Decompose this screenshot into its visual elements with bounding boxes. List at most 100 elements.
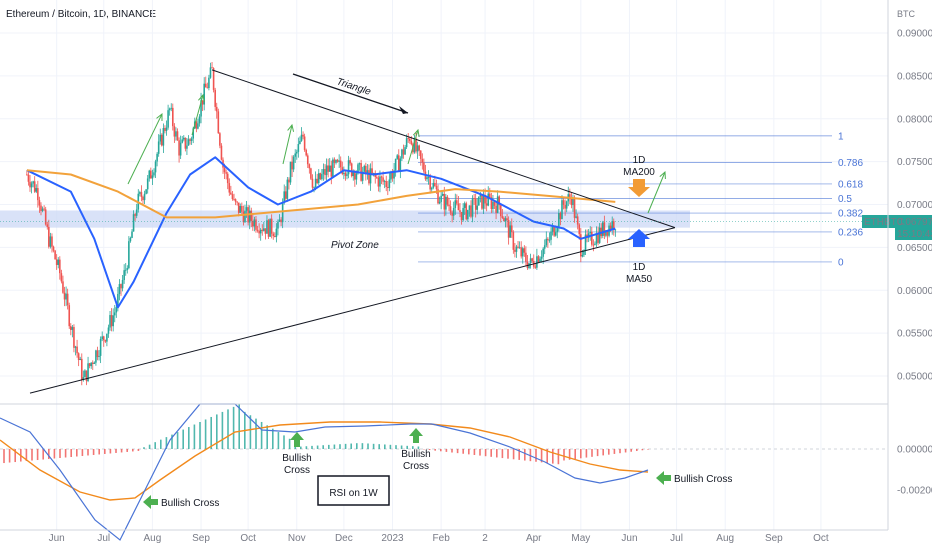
candle-body bbox=[211, 67, 213, 69]
x-tick-label: Aug bbox=[144, 533, 162, 544]
candle-body bbox=[124, 269, 127, 271]
ma200-down-arrow bbox=[628, 179, 650, 197]
bullish-cross-label-2a: Bullish bbox=[282, 453, 311, 464]
candle-body bbox=[542, 248, 544, 257]
candle-body bbox=[460, 211, 463, 221]
candle-body bbox=[443, 193, 446, 210]
candle-body bbox=[113, 312, 116, 316]
rsi-hist-bar bbox=[238, 404, 240, 449]
rsi-hist-bar bbox=[260, 421, 263, 449]
candle-body bbox=[311, 178, 314, 188]
rsi-hist-bar bbox=[585, 449, 588, 458]
candle-body bbox=[383, 181, 386, 182]
candle-body bbox=[131, 231, 133, 238]
candle-body bbox=[186, 145, 188, 149]
candle-body bbox=[170, 107, 173, 109]
candle-body bbox=[358, 163, 361, 165]
candle-body bbox=[339, 160, 342, 168]
candle-body bbox=[289, 161, 292, 183]
candle-body bbox=[487, 193, 490, 206]
candle-body bbox=[515, 246, 518, 252]
candle-body bbox=[347, 160, 350, 175]
fib-label: 0 bbox=[838, 257, 844, 268]
rsi-hist-bar bbox=[64, 449, 67, 458]
candle-body bbox=[60, 273, 63, 282]
candle-body bbox=[451, 212, 453, 216]
candle-body bbox=[270, 218, 273, 234]
rsi-hist-bar bbox=[428, 449, 431, 451]
rsi-y-tick: -0.00200 bbox=[897, 486, 932, 497]
candle-body bbox=[402, 149, 405, 155]
candle-body bbox=[476, 205, 479, 210]
rsi-hist-bar bbox=[98, 449, 100, 455]
candle-body bbox=[252, 220, 254, 227]
rsi-hist-bar bbox=[613, 449, 616, 454]
moving-averages bbox=[26, 156, 616, 309]
green-arrowhead bbox=[287, 123, 295, 132]
candle-body bbox=[143, 193, 146, 201]
rsi-hist-bar bbox=[232, 406, 235, 449]
ma200-line bbox=[26, 169, 616, 219]
candle-body bbox=[578, 224, 581, 235]
ma50-up-arrow bbox=[628, 229, 650, 247]
price-tag-bg bbox=[862, 215, 932, 228]
rsi-hist-bar bbox=[204, 419, 207, 449]
rsi-label-box bbox=[317, 475, 390, 506]
candle-body bbox=[38, 200, 41, 206]
triangle-lower-line bbox=[29, 227, 676, 394]
rsi-hist-bar bbox=[568, 449, 571, 460]
candle-body bbox=[107, 327, 110, 334]
green-arrowhead bbox=[659, 170, 666, 180]
rsi-hist-bar bbox=[356, 443, 358, 449]
candle-body bbox=[201, 100, 204, 105]
candle-body bbox=[553, 226, 555, 236]
candle-body bbox=[440, 195, 442, 202]
rsi-hist-bar bbox=[451, 449, 453, 453]
y-tick-label: 0.05500 bbox=[897, 329, 932, 340]
candle-body bbox=[99, 339, 102, 356]
candle-body bbox=[432, 182, 435, 188]
candle-body bbox=[212, 68, 215, 90]
candle-body bbox=[490, 197, 493, 210]
candle-body bbox=[161, 134, 163, 146]
candle-body bbox=[32, 181, 34, 184]
candle-body bbox=[59, 259, 61, 274]
candle-body bbox=[303, 136, 306, 150]
candle-body bbox=[380, 176, 383, 178]
candle-body bbox=[175, 131, 177, 137]
candle-body bbox=[482, 195, 485, 209]
candle-body bbox=[132, 214, 135, 232]
bullish-arrow-1 bbox=[143, 495, 158, 509]
rsi-hist-bar bbox=[154, 442, 156, 449]
candle-body bbox=[272, 233, 275, 237]
candle-body bbox=[503, 217, 505, 222]
candle-body bbox=[223, 167, 226, 173]
candle-body bbox=[361, 171, 364, 181]
candle-body bbox=[244, 210, 246, 223]
candle-body bbox=[595, 233, 598, 244]
candle-body bbox=[415, 138, 417, 152]
green-arrow bbox=[282, 124, 293, 165]
bullish-arrow-4 bbox=[656, 471, 671, 485]
candle-body bbox=[139, 192, 141, 194]
candle-body bbox=[499, 205, 502, 217]
candle-body bbox=[468, 205, 471, 210]
candle-body bbox=[302, 134, 304, 137]
rsi-hist-bar bbox=[70, 449, 72, 457]
rsi-y-tick: 0.00000 bbox=[897, 445, 932, 456]
candle-body bbox=[225, 172, 227, 174]
candle-body bbox=[583, 250, 585, 255]
candle-body bbox=[495, 205, 497, 213]
candle-body bbox=[280, 219, 282, 223]
green-arrow bbox=[407, 129, 419, 165]
candle-body bbox=[352, 171, 355, 177]
candle-body bbox=[523, 248, 526, 253]
candle-body bbox=[198, 116, 201, 124]
candle-body bbox=[184, 137, 187, 149]
x-tick-label: Aug bbox=[716, 533, 734, 544]
rsi-hist-bar bbox=[507, 449, 509, 459]
rsi-hist-bar bbox=[3, 449, 5, 464]
